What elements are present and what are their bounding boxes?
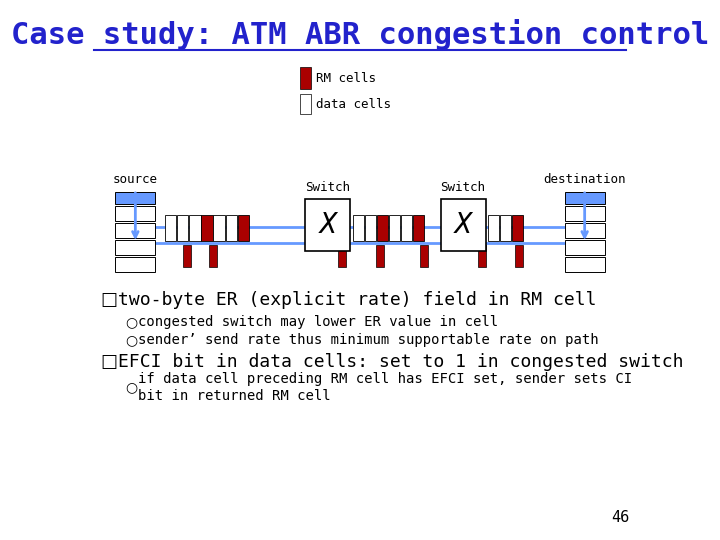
- Bar: [338, 245, 346, 267]
- Bar: [115, 240, 156, 255]
- Bar: [353, 215, 364, 241]
- Text: sender’ send rate thus minimum supportable rate on path: sender’ send rate thus minimum supportab…: [138, 333, 598, 347]
- Bar: [389, 215, 400, 241]
- Bar: [500, 215, 511, 241]
- Text: X: X: [455, 211, 472, 239]
- Text: destination: destination: [544, 173, 626, 186]
- Bar: [183, 245, 191, 267]
- Bar: [564, 206, 605, 221]
- Bar: [115, 192, 156, 204]
- Bar: [401, 215, 413, 241]
- Bar: [177, 215, 189, 241]
- Text: congested switch may lower ER value in cell: congested switch may lower ER value in c…: [138, 315, 498, 329]
- Bar: [512, 215, 523, 241]
- Text: Switch: Switch: [441, 181, 485, 194]
- Bar: [441, 199, 485, 251]
- Bar: [115, 223, 156, 238]
- Bar: [488, 215, 499, 241]
- Text: source: source: [113, 173, 158, 186]
- Bar: [515, 245, 523, 267]
- Text: □: □: [101, 291, 118, 309]
- Bar: [305, 199, 351, 251]
- Bar: [420, 245, 428, 267]
- Bar: [238, 215, 249, 241]
- Bar: [165, 215, 176, 241]
- Bar: [213, 215, 225, 241]
- Bar: [202, 215, 212, 241]
- Text: data cells: data cells: [315, 98, 391, 111]
- Bar: [210, 245, 217, 267]
- Bar: [377, 215, 388, 241]
- Bar: [564, 223, 605, 238]
- Text: X: X: [320, 211, 336, 239]
- Bar: [564, 192, 605, 204]
- Text: if data cell preceding RM cell has EFCI set, sender sets CI: if data cell preceding RM cell has EFCI …: [138, 372, 632, 386]
- Text: Case study: ATM ABR congestion control: Case study: ATM ABR congestion control: [11, 18, 709, 50]
- Bar: [365, 215, 376, 241]
- Bar: [478, 245, 487, 267]
- Bar: [564, 240, 605, 255]
- Bar: [225, 215, 237, 241]
- Text: two-byte ER (explicit rate) field in RM cell: two-byte ER (explicit rate) field in RM …: [118, 291, 597, 309]
- Bar: [413, 215, 424, 241]
- Text: Switch: Switch: [305, 181, 351, 194]
- Bar: [115, 257, 156, 272]
- Text: bit in returned RM cell: bit in returned RM cell: [138, 389, 330, 403]
- Bar: [115, 206, 156, 221]
- Text: □: □: [101, 353, 118, 371]
- Text: EFCI bit in data cells: set to 1 in congested switch: EFCI bit in data cells: set to 1 in cong…: [118, 353, 684, 371]
- Bar: [564, 257, 605, 272]
- Text: RM cells: RM cells: [315, 71, 376, 84]
- Bar: [189, 215, 201, 241]
- Bar: [300, 94, 311, 114]
- Bar: [376, 245, 384, 267]
- Text: ○: ○: [125, 380, 137, 394]
- Text: ○: ○: [125, 333, 137, 347]
- Bar: [300, 67, 311, 89]
- Text: ○: ○: [125, 315, 137, 329]
- Text: 46: 46: [611, 510, 630, 525]
